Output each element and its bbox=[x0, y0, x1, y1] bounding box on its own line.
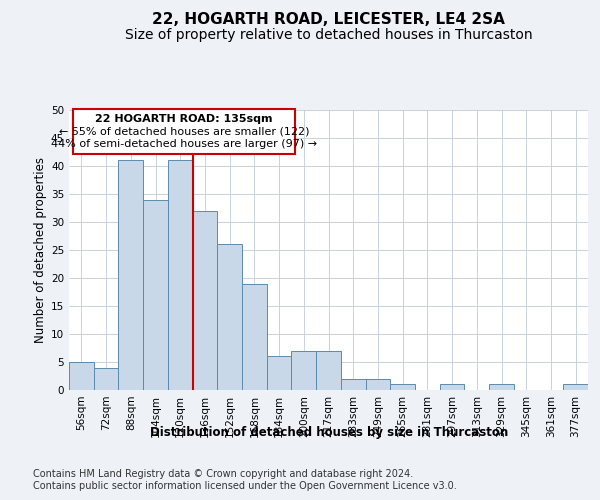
Bar bbox=[292, 351, 316, 390]
Bar bbox=[316, 351, 341, 390]
Text: ← 55% of detached houses are smaller (122): ← 55% of detached houses are smaller (12… bbox=[59, 126, 309, 136]
Bar bbox=[440, 384, 464, 390]
Bar bbox=[73, 109, 295, 154]
Bar bbox=[365, 379, 390, 390]
Bar bbox=[217, 244, 242, 390]
Bar bbox=[94, 368, 118, 390]
Text: 44% of semi-detached houses are larger (97) →: 44% of semi-detached houses are larger (… bbox=[51, 139, 317, 149]
Bar bbox=[118, 160, 143, 390]
Text: Distribution of detached houses by size in Thurcaston: Distribution of detached houses by size … bbox=[149, 426, 508, 439]
Bar bbox=[390, 384, 415, 390]
Text: Contains HM Land Registry data © Crown copyright and database right 2024.: Contains HM Land Registry data © Crown c… bbox=[33, 469, 413, 479]
Text: Contains public sector information licensed under the Open Government Licence v3: Contains public sector information licen… bbox=[33, 481, 457, 491]
Bar bbox=[563, 384, 588, 390]
Y-axis label: Number of detached properties: Number of detached properties bbox=[34, 157, 47, 343]
Bar bbox=[143, 200, 168, 390]
Text: Size of property relative to detached houses in Thurcaston: Size of property relative to detached ho… bbox=[125, 28, 533, 42]
Bar bbox=[489, 384, 514, 390]
Bar bbox=[267, 356, 292, 390]
Bar bbox=[341, 379, 365, 390]
Bar bbox=[242, 284, 267, 390]
Bar bbox=[193, 211, 217, 390]
Text: 22, HOGARTH ROAD, LEICESTER, LE4 2SA: 22, HOGARTH ROAD, LEICESTER, LE4 2SA bbox=[152, 12, 505, 28]
Text: 22 HOGARTH ROAD: 135sqm: 22 HOGARTH ROAD: 135sqm bbox=[95, 114, 272, 124]
Bar bbox=[69, 362, 94, 390]
Bar bbox=[168, 160, 193, 390]
